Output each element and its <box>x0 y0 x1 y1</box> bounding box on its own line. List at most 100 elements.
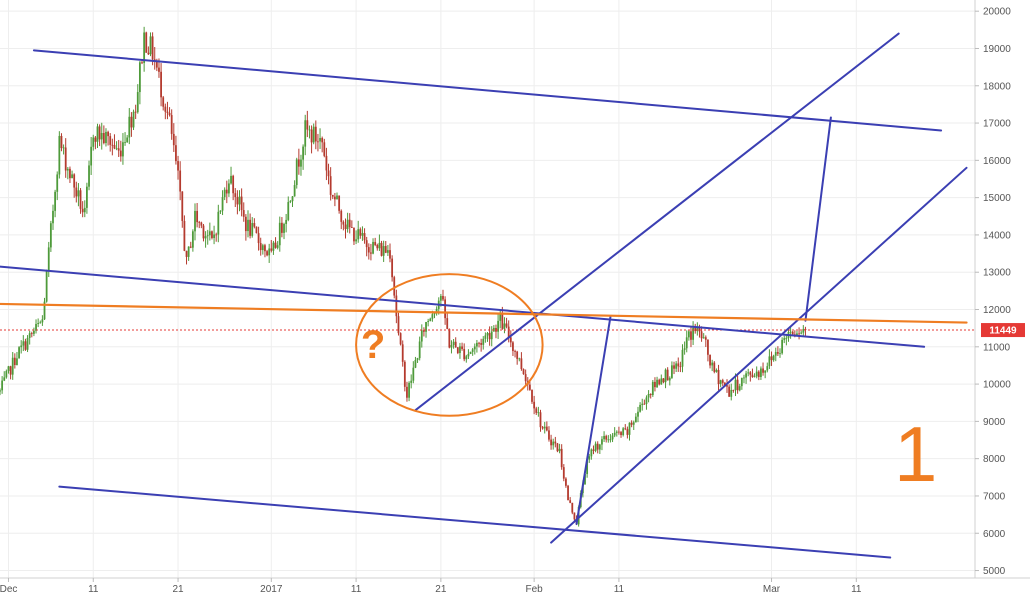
candle-body <box>18 347 20 359</box>
candle-body <box>488 333 491 340</box>
candle-body <box>732 389 735 391</box>
candle-body <box>268 248 271 256</box>
candle-body <box>134 111 137 113</box>
candle-body <box>147 52 150 55</box>
candle-body <box>149 36 152 55</box>
question-mark: ? <box>361 323 385 367</box>
candle-body <box>560 448 563 468</box>
candle-body <box>476 342 478 347</box>
candle-body <box>423 330 425 332</box>
candle-body <box>66 168 69 171</box>
candle-body <box>177 161 179 171</box>
candle-body <box>664 369 667 383</box>
candle-body <box>217 211 220 235</box>
candle-body <box>796 333 798 336</box>
candle-body <box>333 196 336 200</box>
candle-body <box>342 221 345 225</box>
candle-body <box>378 242 381 249</box>
candle-body <box>0 390 1 392</box>
x-tick-label: Mar <box>763 584 781 595</box>
candle-body <box>283 223 285 233</box>
candle-body <box>541 427 544 429</box>
candle-body <box>367 247 370 253</box>
candle-body <box>261 245 264 251</box>
candle-body <box>244 216 247 232</box>
candle-body <box>382 246 385 256</box>
candle-body <box>232 175 235 194</box>
candle-body <box>285 219 288 224</box>
candle-body <box>690 331 692 340</box>
candle-body <box>719 380 722 385</box>
candle-body <box>755 371 758 377</box>
candle-body <box>98 126 101 140</box>
candle-body <box>272 242 275 251</box>
x-tick-label: 11 <box>351 584 362 595</box>
candle-body <box>79 190 82 209</box>
candle-body <box>314 126 317 142</box>
candle-body <box>255 226 258 234</box>
candle-body <box>736 379 739 391</box>
candle-body <box>281 222 283 233</box>
candle-body <box>105 131 107 144</box>
candle-body <box>789 331 792 333</box>
candle-body <box>696 326 699 332</box>
candle-body <box>497 320 499 332</box>
candle-body <box>567 485 569 501</box>
candle-body <box>384 246 387 253</box>
candle-body <box>766 366 769 371</box>
candle-body <box>64 147 67 171</box>
candle-body <box>259 243 262 251</box>
candle-body <box>745 373 747 378</box>
candle-body <box>528 384 531 390</box>
candle-body <box>503 323 506 329</box>
candle-body <box>713 362 716 372</box>
candle-body <box>289 201 292 203</box>
candle-body <box>683 348 686 350</box>
candle-body <box>374 241 377 246</box>
candle-body <box>717 369 720 385</box>
candle-body <box>518 358 521 360</box>
candle-body <box>416 358 419 361</box>
bottom-channel-line <box>58 485 892 559</box>
x-tick-label: 2017 <box>260 584 283 595</box>
candle-body <box>13 357 16 365</box>
candle-body <box>760 368 762 377</box>
candle-body <box>762 368 764 373</box>
candle-body <box>187 246 190 257</box>
candle-body <box>346 219 349 230</box>
candle-body <box>348 219 351 228</box>
candle-body <box>111 144 114 146</box>
candle-body <box>90 146 93 166</box>
candle-body <box>473 346 476 350</box>
candle-body <box>704 337 707 340</box>
candle-body <box>117 148 120 151</box>
last-price-tag-bg <box>981 323 1025 338</box>
candle-body <box>685 337 688 349</box>
candle-body <box>507 326 510 338</box>
candle-body <box>317 141 319 143</box>
candle-body <box>461 346 463 349</box>
candle-body <box>151 36 154 60</box>
candle-body <box>88 165 90 187</box>
candle-body <box>531 389 533 402</box>
candle-body <box>401 344 404 362</box>
candle-body <box>183 220 186 251</box>
candle-body <box>295 159 298 186</box>
candle-body <box>389 250 391 259</box>
candle-body <box>662 378 665 383</box>
candle-body <box>435 308 438 313</box>
candle-body <box>783 338 786 340</box>
y-tick-label: 19000 <box>983 44 1011 55</box>
candle-body <box>552 441 555 446</box>
candle-body <box>615 431 618 433</box>
candle-body <box>202 225 205 239</box>
candle-body <box>56 174 59 192</box>
candle-body <box>501 314 504 329</box>
candle-body <box>495 327 497 332</box>
candle-body <box>126 137 129 143</box>
candle-body <box>459 346 461 354</box>
candle-body <box>158 67 160 72</box>
candle-body <box>73 174 76 188</box>
y-axis: 5000 6000 7000 8000 9000 10000 11000 12000 13000… <box>975 7 1011 577</box>
